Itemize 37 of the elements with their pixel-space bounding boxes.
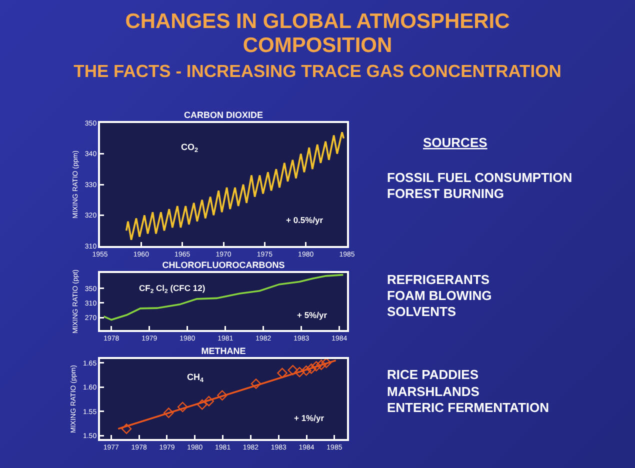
line-series (102, 274, 344, 321)
point (121, 424, 132, 434)
annotation: CF$_{2}$ Cl$_{2}$ (CFC 12) (139, 283, 206, 295)
chart-title: CARBON DIOXIDE (184, 110, 264, 120)
point (177, 402, 188, 412)
text: FOAM BLOWING (387, 288, 492, 303)
point (217, 390, 228, 401)
annotation: CH$_{4}$ (187, 372, 204, 384)
annotation: + 1%/yr (294, 413, 325, 423)
chart-title: METHANE (201, 346, 246, 356)
text: MARSHLANDS (387, 384, 480, 399)
line-series (125, 131, 345, 241)
point (321, 358, 332, 368)
annotation: CO$_{2}$ (181, 142, 198, 154)
annotation: + 0.5%/yr (286, 215, 324, 225)
annotation: + 5%/yr (297, 310, 328, 320)
point (301, 365, 312, 376)
text: REFRIGERANTS (387, 272, 490, 287)
point (288, 365, 298, 376)
point (277, 368, 288, 378)
text: FOSSIL FUEL CONSUMPTION (387, 170, 572, 185)
point (197, 399, 208, 410)
text: ENTERIC FERMENTATION (387, 400, 550, 415)
point (164, 408, 174, 418)
point (311, 361, 322, 372)
text: SOURCES (423, 135, 488, 150)
point (204, 396, 214, 406)
chart-title: CHLOROFLUOROCARBONS (162, 260, 285, 270)
point (250, 378, 262, 389)
point (294, 366, 305, 378)
text: CHANGES IN GLOBAL ATMOSPHERIC COMPOSITION (124, 10, 511, 58)
text: SOLVENTS (387, 304, 456, 319)
text: FOREST BURNING (387, 186, 504, 201)
point (306, 364, 316, 374)
text: RICE PADDIES (387, 367, 479, 382)
point (316, 360, 326, 370)
text: THE FACTS - INCREASING TRACE GAS CONCENTRATION (72, 60, 562, 82)
